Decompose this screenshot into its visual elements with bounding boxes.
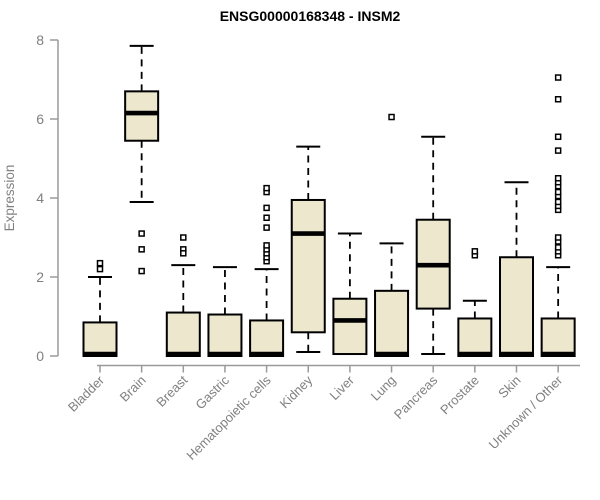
outlier-point [554, 175, 562, 182]
box-hematopoietic-cells [249, 184, 285, 358]
x-tick-label: Bladder [65, 372, 108, 415]
iqr-box [165, 311, 201, 357]
y-tick-label: 0 [36, 348, 44, 364]
x-tick-label: Skin [495, 373, 523, 401]
x-tick-label: Brain [117, 373, 149, 405]
outlier-point [263, 242, 270, 249]
iqr-box [499, 256, 534, 357]
outlier-point [180, 234, 187, 241]
boxes-group [82, 44, 576, 358]
box-prostate [457, 248, 493, 358]
y-axis-label: Expression [2, 165, 17, 232]
box-gastric [207, 266, 243, 357]
outlier-point [263, 214, 270, 221]
x-tick-label: Lung [368, 373, 399, 404]
y-axis: 0 2 4 6 8 [36, 32, 59, 364]
iqr-box [249, 319, 285, 358]
outlier-point [96, 259, 104, 267]
box-skin [499, 181, 534, 357]
iqr-box [207, 313, 243, 357]
y-tick-label: 2 [36, 269, 44, 285]
outlier-point [554, 96, 562, 103]
box-pancreas [415, 135, 451, 356]
x-tick-label: Prostate [437, 373, 482, 418]
outlier-point [180, 250, 187, 257]
iqr-box [124, 90, 160, 142]
box-liver [332, 232, 368, 356]
outlier-point [554, 198, 562, 206]
outlier-point [554, 234, 562, 241]
outlier-point [263, 184, 270, 192]
box-brain [124, 44, 160, 275]
outlier-point [554, 188, 562, 196]
outlier-point [263, 204, 270, 212]
box-breast [165, 234, 201, 357]
box-bladder [82, 259, 118, 357]
iqr-box [457, 317, 493, 358]
x-tick-label: Kidney [277, 372, 316, 411]
x-tick-label: Gastric [192, 372, 232, 412]
y-tick-label: 4 [36, 190, 44, 206]
x-tick-label: Pancreas [391, 372, 441, 422]
outlier-point [554, 133, 562, 141]
outlier-point [96, 265, 104, 273]
outlier-point [138, 246, 145, 253]
box-lung [374, 113, 410, 358]
x-tick-label: Breast [153, 372, 190, 409]
box-kidney [290, 145, 326, 354]
outlier-point [263, 224, 270, 231]
outlier-point [388, 113, 395, 121]
y-tick-label: 8 [36, 32, 44, 48]
outlier-point [554, 74, 562, 81]
iqr-box [290, 198, 326, 334]
iqr-box [332, 297, 368, 356]
chart-title: ENSG00000168348 - INSM2 [220, 8, 401, 24]
outlier-point [554, 244, 562, 251]
outlier-point [554, 147, 562, 154]
x-tick-label: Unknown / Other [486, 372, 566, 452]
y-tick-label: 6 [36, 111, 44, 127]
outlier-point [138, 267, 145, 275]
iqr-box [540, 317, 576, 358]
x-tick-label: Liver [326, 372, 357, 403]
iqr-box [374, 289, 410, 358]
outlier-point [471, 248, 479, 255]
box-unknown-other [540, 74, 576, 358]
iqr-box [82, 321, 118, 357]
outlier-point [138, 230, 145, 237]
